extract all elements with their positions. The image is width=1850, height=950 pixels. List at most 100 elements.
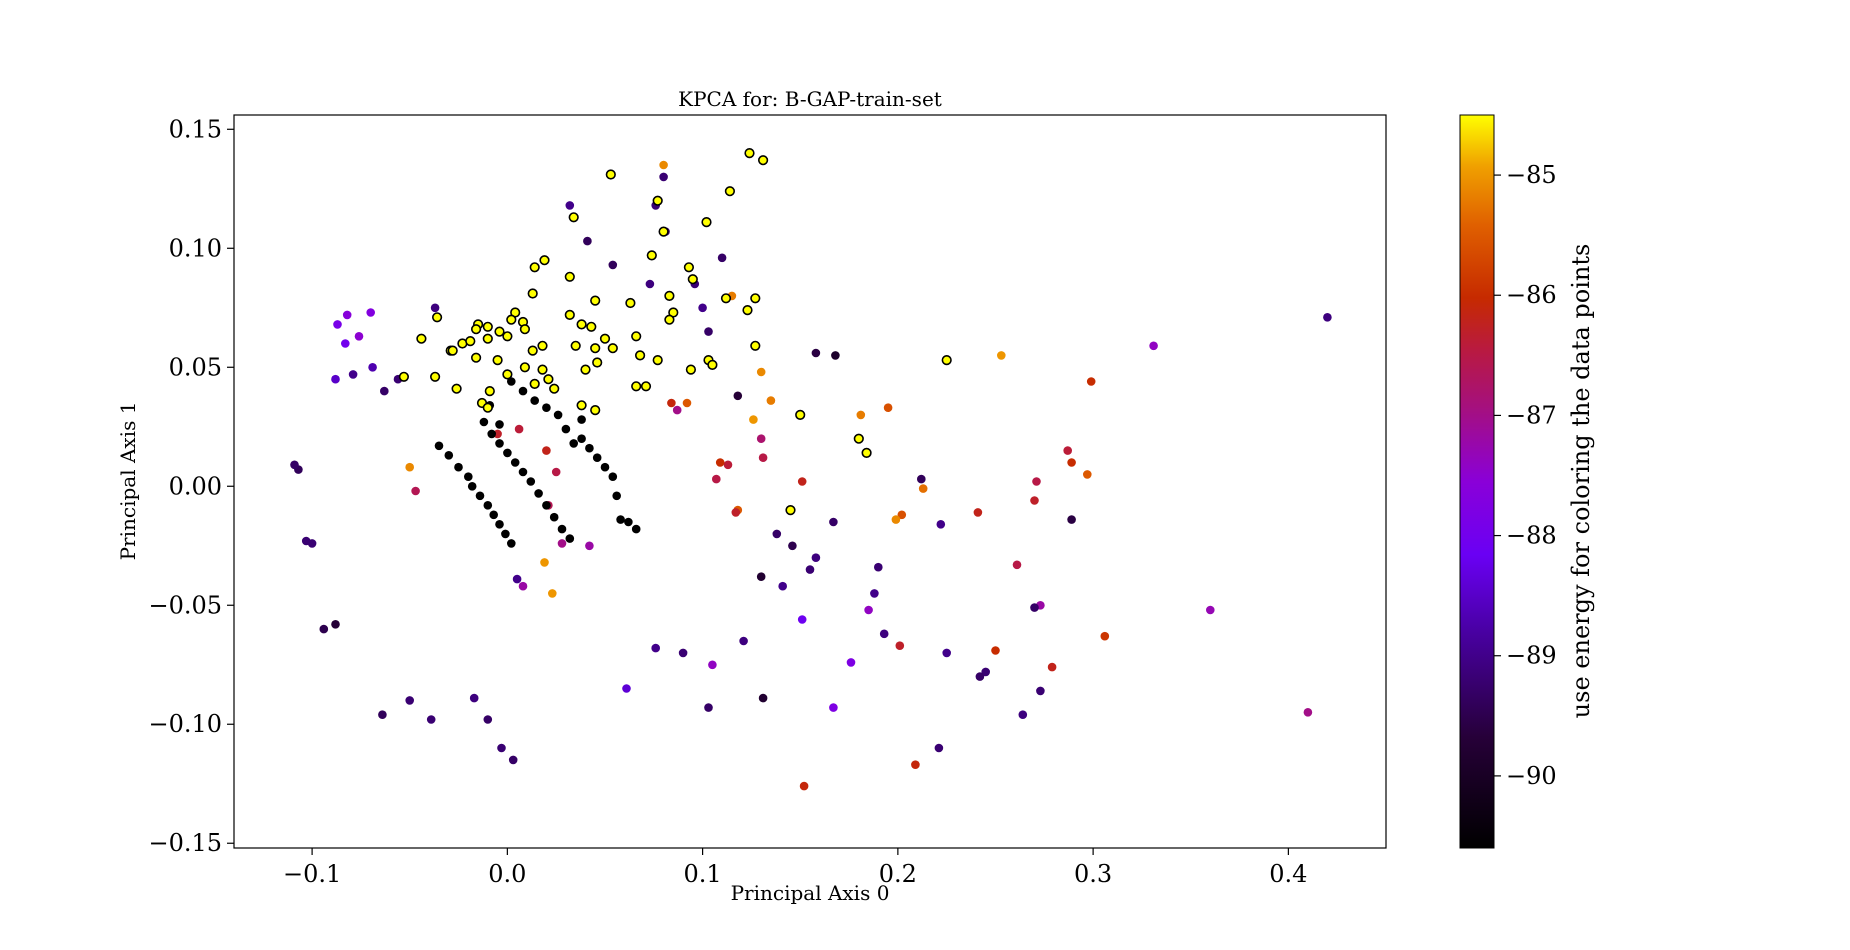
outlined-data-point	[685, 364, 697, 375]
data-point	[874, 562, 883, 572]
data-point	[829, 703, 838, 712]
data-point	[512, 574, 522, 584]
outlined-data-point	[537, 364, 548, 375]
outlined-data-point	[576, 400, 587, 411]
data-point	[756, 434, 766, 444]
data-point	[553, 410, 563, 420]
data-point	[495, 420, 504, 429]
outlined-data-point	[502, 369, 513, 380]
outlined-data-point	[687, 274, 698, 285]
data-point	[354, 332, 364, 341]
outlined-data-point	[605, 169, 616, 180]
outlined-data-point	[795, 409, 806, 421]
data-point	[682, 398, 692, 408]
data-point	[622, 684, 631, 693]
outlined-data-point	[590, 295, 601, 306]
data-point	[704, 327, 713, 336]
data-point	[569, 439, 578, 448]
data-point	[731, 508, 741, 517]
outlined-data-point	[506, 314, 517, 325]
data-point	[348, 370, 358, 379]
data-point	[766, 396, 776, 405]
data-point	[548, 589, 557, 598]
data-point	[585, 443, 594, 453]
data-point	[475, 491, 485, 501]
data-point	[717, 253, 727, 263]
data-point	[411, 486, 420, 496]
data-point	[831, 351, 840, 360]
outlined-data-point	[652, 195, 663, 206]
data-point	[577, 434, 586, 444]
data-point	[879, 629, 889, 639]
data-point	[333, 320, 342, 329]
data-point	[712, 474, 721, 484]
outlined-data-point	[640, 381, 652, 392]
outlined-data-point	[447, 345, 458, 356]
colorbar-tick-label: −88	[1506, 522, 1557, 550]
outlined-data-point	[430, 371, 441, 382]
outlined-data-point	[785, 505, 796, 516]
data-point	[495, 520, 504, 529]
data-point	[1323, 313, 1332, 322]
data-point	[672, 405, 682, 415]
data-point	[864, 605, 873, 615]
data-point	[307, 539, 317, 548]
data-point	[1030, 496, 1039, 505]
data-point	[883, 403, 893, 413]
outlined-data-point	[537, 340, 548, 351]
data-point	[1012, 560, 1022, 570]
outlined-data-point	[482, 321, 493, 332]
data-point	[895, 641, 905, 650]
data-point	[733, 391, 743, 401]
data-point	[331, 620, 340, 629]
outlined-data-point	[519, 362, 531, 373]
data-point	[797, 615, 807, 624]
data-point	[758, 693, 768, 703]
data-point	[891, 515, 901, 524]
data-point	[1206, 605, 1215, 615]
outlined-data-point	[941, 355, 952, 366]
outlined-data-point	[625, 297, 636, 309]
data-point	[856, 410, 866, 420]
data-point	[507, 377, 516, 386]
data-point	[518, 467, 528, 477]
data-point	[561, 424, 571, 434]
data-point	[542, 501, 551, 510]
outlined-data-point	[757, 155, 769, 166]
data-point	[434, 441, 444, 451]
x-tick-label: 0.3	[1074, 860, 1112, 888]
x-axis: −0.1 0.0 0.1 0.2 0.3 0.4	[283, 848, 1307, 888]
data-point	[1032, 477, 1041, 486]
outlined-data-point	[527, 288, 538, 299]
data-point	[608, 260, 618, 270]
data-point	[510, 458, 520, 467]
data-point	[530, 396, 539, 405]
y-tick-label: 0.15	[169, 115, 222, 143]
data-point	[503, 448, 512, 458]
data-point	[811, 553, 821, 562]
data-point	[799, 781, 809, 791]
data-point	[366, 308, 376, 317]
x-axis-label: Principal Axis 0	[731, 881, 890, 905]
colorbar-label: use energy for coloring the data points	[1567, 244, 1595, 719]
data-point	[487, 429, 497, 439]
outlined-data-point	[599, 333, 611, 344]
outlined-data-point	[451, 383, 462, 394]
data-point	[997, 351, 1006, 360]
outlined-data-point	[592, 357, 603, 368]
outlined-data-point	[549, 383, 560, 394]
y-axis: 0.15 0.10 0.05 0.00 −0.05 −0.10 −0.15	[148, 115, 234, 857]
colorbar-axis: −85 −86 −87 −88 −89 −90	[1494, 161, 1557, 790]
data-point	[518, 581, 528, 591]
data-point	[897, 510, 907, 520]
outlined-data-point	[529, 378, 540, 390]
data-point	[1063, 446, 1072, 455]
outlined-data-point	[568, 212, 579, 223]
data-point	[1303, 708, 1313, 717]
data-point	[811, 348, 821, 358]
outlined-data-point	[707, 359, 718, 371]
data-point	[577, 415, 586, 424]
data-point	[508, 755, 518, 765]
outlined-data-point	[607, 343, 618, 354]
outlined-data-point	[664, 290, 675, 302]
